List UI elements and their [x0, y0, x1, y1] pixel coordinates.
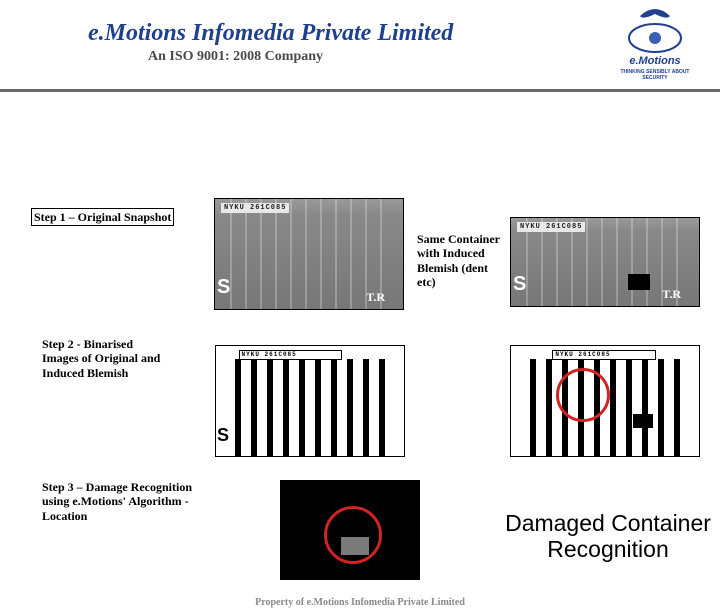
container-id-bin-1: NYKU 261C085: [239, 350, 342, 360]
logo-mark: [625, 6, 685, 54]
same-container-label: Same Container with Induced Blemish (den…: [417, 232, 507, 290]
result-title: Damaged Container Recognition: [503, 510, 713, 563]
header: e.Motions Infomedia Private Limited An I…: [0, 0, 720, 92]
blemish-snapshot-image: NYKU 261C085 S T.R: [510, 217, 700, 307]
original-snapshot-image: NYKU 261C085 S T.R: [214, 198, 404, 310]
company-logo: e.Motions THINKING SENSIBLY ABOUT SECURI…: [616, 6, 694, 81]
binarised-original-image: NYKU 261C085 S: [215, 345, 405, 457]
logo-brand-text: e.Motions: [616, 55, 694, 67]
highlight-circle-icon: [556, 368, 610, 422]
s-mark-2: S: [513, 273, 526, 296]
iso-subtitle: An ISO 9001: 2008 Company: [148, 49, 453, 65]
blemish-mark-icon: [628, 274, 650, 290]
step2-label: Step 2 - Binarised Images of Original an…: [42, 337, 172, 380]
s-mark: S: [217, 276, 230, 299]
container-id-text: NYKU 261C085: [221, 203, 289, 213]
footer-text: Property of e.Motions Infomedia Private …: [0, 597, 720, 608]
step1-label: Step 1 – Original Snapshot: [31, 208, 174, 226]
logo-tagline: THINKING SENSIBLY ABOUT SECURITY: [616, 69, 694, 81]
step3-label: Step 3 – Damage Recognition using e.Moti…: [42, 480, 212, 523]
blemish-mark-bin-icon: [633, 414, 653, 428]
s-mark-bin-1: S: [217, 425, 229, 446]
title-block: e.Motions Infomedia Private Limited An I…: [88, 20, 453, 65]
tr-mark-2: T.R: [662, 287, 681, 302]
container-id-text-2: NYKU 261C085: [517, 222, 585, 232]
company-name: e.Motions Infomedia Private Limited: [88, 20, 453, 47]
container-id-bin-2: NYKU 261C085: [552, 350, 655, 360]
tr-mark: T.R: [366, 290, 385, 305]
highlight-circle-2-icon: [324, 506, 382, 564]
